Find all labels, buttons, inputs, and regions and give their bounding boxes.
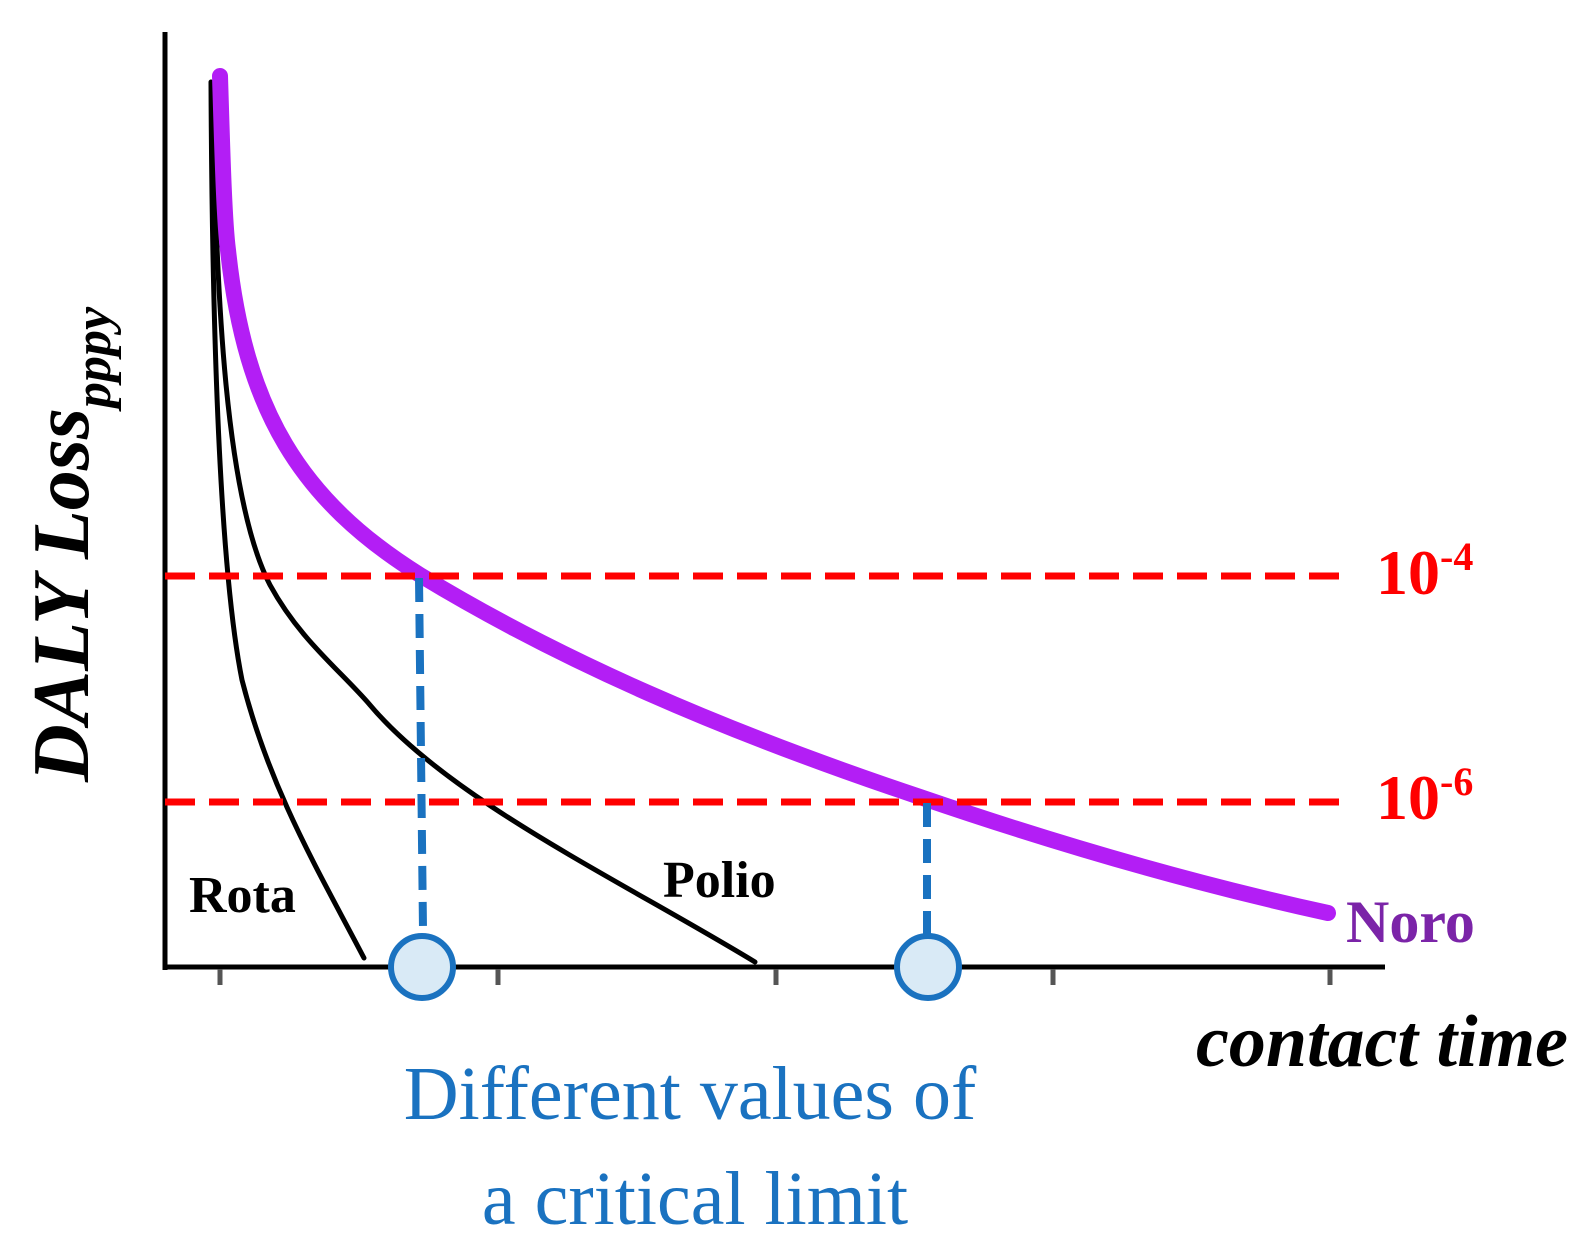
threshold-label-1e-6-base: 10 bbox=[1376, 762, 1440, 833]
noro-curve bbox=[212, 68, 1336, 921]
rota-curve bbox=[208, 79, 367, 961]
polio-curve bbox=[210, 97, 758, 965]
threshold-label-1e-4: 10-4 bbox=[1376, 534, 1473, 608]
y-axis-label: DALY Losspppy bbox=[18, 306, 122, 783]
polio-label: Polio bbox=[663, 852, 776, 909]
noro-label: Noro bbox=[1346, 889, 1475, 955]
threshold-label-1e-4-exponent: -4 bbox=[1440, 534, 1473, 579]
critical-limit-marker-2 bbox=[894, 933, 962, 1001]
x-axis-label: contact time bbox=[1196, 1001, 1568, 1083]
y-axis-label-main: DALY Loss bbox=[18, 408, 106, 783]
threshold-label-1e-6-exponent: -6 bbox=[1440, 759, 1473, 804]
x-axis-ticks bbox=[217, 969, 1333, 985]
caption-line-1: Different values of bbox=[404, 1052, 977, 1136]
threshold-label-1e-6: 10-6 bbox=[1376, 759, 1473, 833]
threshold-label-1e-4-base: 10 bbox=[1376, 537, 1440, 608]
y-axis-label-subscript: pppy bbox=[65, 306, 122, 412]
rota-label: Rota bbox=[189, 867, 296, 924]
caption-line-2: a critical limit bbox=[482, 1157, 908, 1241]
critical-limit-marker-1 bbox=[388, 933, 456, 1001]
critical-limit-line-1 bbox=[415, 577, 427, 931]
